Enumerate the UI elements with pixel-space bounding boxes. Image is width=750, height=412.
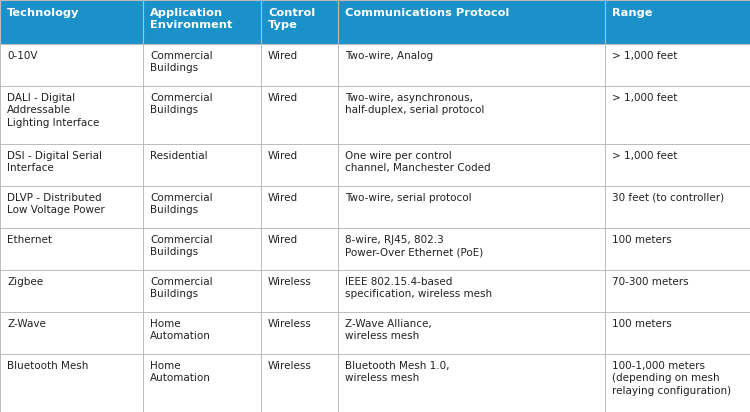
- Text: Ethernet: Ethernet: [7, 235, 52, 245]
- Text: Control
Type: Control Type: [268, 8, 315, 30]
- Text: Two-wire, asynchronous,
half-duplex, serial protocol: Two-wire, asynchronous, half-duplex, ser…: [345, 93, 484, 115]
- Text: One wire per control
channel, Manchester Coded: One wire per control channel, Manchester…: [345, 151, 490, 173]
- Bar: [0, 354, 750, 412]
- Text: Z-Wave Alliance,
wireless mesh: Z-Wave Alliance, wireless mesh: [345, 319, 432, 342]
- Text: Wireless: Wireless: [268, 361, 312, 371]
- Text: Wired: Wired: [268, 193, 298, 203]
- Text: Communications Protocol: Communications Protocol: [345, 8, 509, 18]
- Text: 100-1,000 meters
(depending on mesh
relaying configuration): 100-1,000 meters (depending on mesh rela…: [612, 361, 731, 396]
- Text: 0-10V: 0-10V: [7, 51, 38, 61]
- Text: Commercial
Buildings: Commercial Buildings: [150, 93, 213, 115]
- Bar: [0, 144, 750, 186]
- Bar: [0, 186, 750, 228]
- Text: > 1,000 feet: > 1,000 feet: [612, 151, 677, 161]
- Text: 100 meters: 100 meters: [612, 235, 672, 245]
- Text: Zigbee: Zigbee: [7, 277, 43, 287]
- Text: Bluetooth Mesh 1.0,
wireless mesh: Bluetooth Mesh 1.0, wireless mesh: [345, 361, 449, 384]
- Text: Wired: Wired: [268, 51, 298, 61]
- Bar: [0, 87, 750, 144]
- Text: Range: Range: [612, 8, 652, 18]
- Text: Wired: Wired: [268, 151, 298, 161]
- Text: Two-wire, Analog: Two-wire, Analog: [345, 51, 433, 61]
- Text: 70-300 meters: 70-300 meters: [612, 277, 689, 287]
- Text: Z-Wave: Z-Wave: [7, 319, 46, 329]
- Bar: [0, 228, 750, 270]
- Text: 30 feet (to controller): 30 feet (to controller): [612, 193, 724, 203]
- Bar: [0, 312, 750, 354]
- Text: > 1,000 feet: > 1,000 feet: [612, 93, 677, 103]
- Text: Commercial
Buildings: Commercial Buildings: [150, 193, 213, 215]
- Text: Home
Automation: Home Automation: [150, 361, 211, 384]
- Text: Wireless: Wireless: [268, 319, 312, 329]
- Text: 8-wire, RJ45, 802.3
Power-Over Ethernet (PoE): 8-wire, RJ45, 802.3 Power-Over Ethernet …: [345, 235, 483, 257]
- Text: Wired: Wired: [268, 235, 298, 245]
- Text: Bluetooth Mesh: Bluetooth Mesh: [7, 361, 88, 371]
- Text: Application
Environment: Application Environment: [150, 8, 232, 30]
- Text: Residential: Residential: [150, 151, 208, 161]
- Text: Commercial
Buildings: Commercial Buildings: [150, 277, 213, 299]
- Text: DSI - Digital Serial
Interface: DSI - Digital Serial Interface: [7, 151, 102, 173]
- Text: DALI - Digital
Addressable
Lighting Interface: DALI - Digital Addressable Lighting Inte…: [7, 93, 99, 128]
- Text: DLVP - Distributed
Low Voltage Power: DLVP - Distributed Low Voltage Power: [7, 193, 105, 215]
- Text: Home
Automation: Home Automation: [150, 319, 211, 342]
- Text: 100 meters: 100 meters: [612, 319, 672, 329]
- Bar: [0, 270, 750, 312]
- Bar: [0, 44, 750, 87]
- Bar: [0, 0, 750, 44]
- Text: Commercial
Buildings: Commercial Buildings: [150, 51, 213, 73]
- Text: Technology: Technology: [7, 8, 80, 18]
- Text: Wired: Wired: [268, 93, 298, 103]
- Text: Two-wire, serial protocol: Two-wire, serial protocol: [345, 193, 472, 203]
- Text: Commercial
Buildings: Commercial Buildings: [150, 235, 213, 257]
- Text: > 1,000 feet: > 1,000 feet: [612, 51, 677, 61]
- Text: IEEE 802.15.4-based
specification, wireless mesh: IEEE 802.15.4-based specification, wirel…: [345, 277, 492, 299]
- Text: Wireless: Wireless: [268, 277, 312, 287]
